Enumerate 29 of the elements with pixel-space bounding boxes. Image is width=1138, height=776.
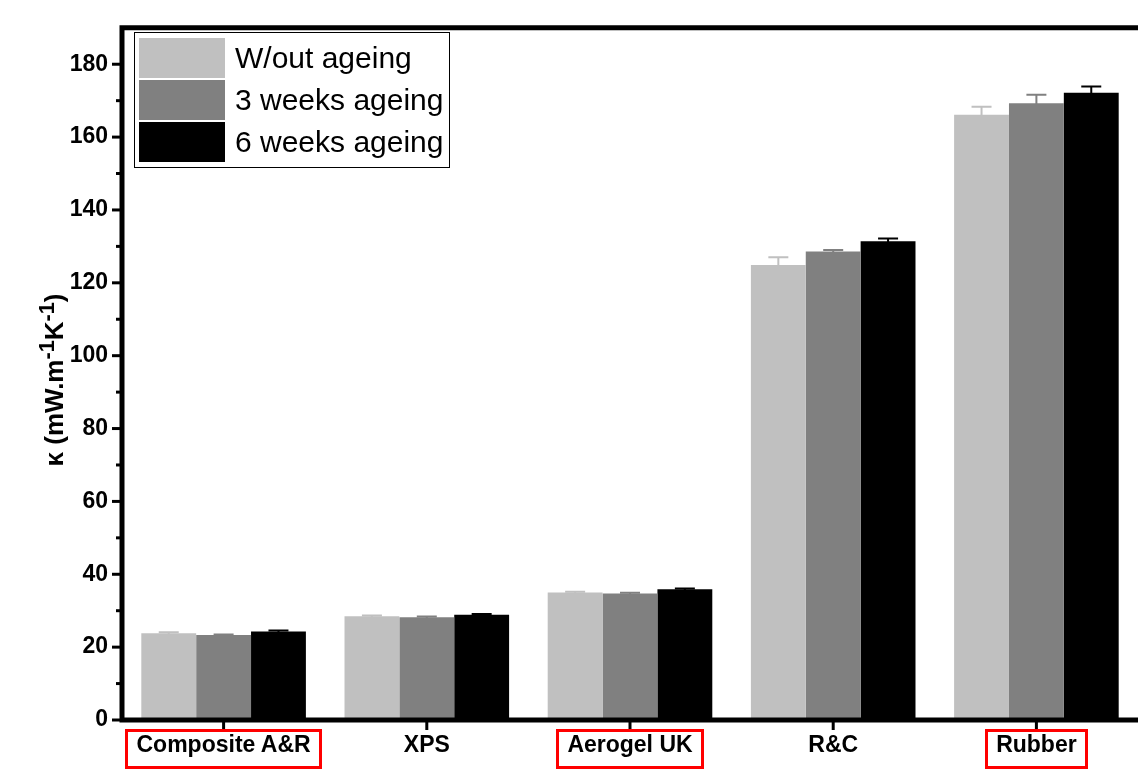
y-tick-label: 160 [69, 122, 108, 149]
y-tick-label: 120 [69, 268, 108, 295]
y-tick-label: 80 [82, 413, 108, 440]
legend-label: W/out ageing [235, 40, 412, 75]
x-tick-label: Aerogel UK [567, 731, 694, 758]
bar [547, 592, 603, 720]
y-tick-label: 180 [69, 49, 108, 76]
bar [251, 631, 306, 720]
bar [399, 617, 455, 720]
legend-label: 3 weeks ageing [235, 82, 444, 117]
bar [860, 241, 916, 720]
y-tick-label: 100 [69, 341, 108, 368]
bar [141, 633, 197, 720]
y-tick-label: 40 [82, 559, 108, 586]
legend-label: 6 weeks ageing [235, 124, 444, 159]
x-tick-label: R&C [808, 731, 859, 758]
y-tick-label: 60 [82, 486, 108, 513]
x-tick-label: Rubber [996, 731, 1077, 758]
y-tick-label: 0 [95, 705, 108, 732]
y-tick-label: 140 [69, 195, 108, 222]
bar [454, 614, 510, 720]
bar [805, 251, 861, 720]
bar [602, 593, 658, 720]
x-tick-label: Composite A&R [136, 731, 312, 758]
y-tick-label: 20 [82, 632, 108, 659]
bar [344, 616, 400, 720]
bar [196, 635, 252, 720]
x-tick-label: XPS [403, 731, 450, 758]
bar [657, 589, 713, 720]
